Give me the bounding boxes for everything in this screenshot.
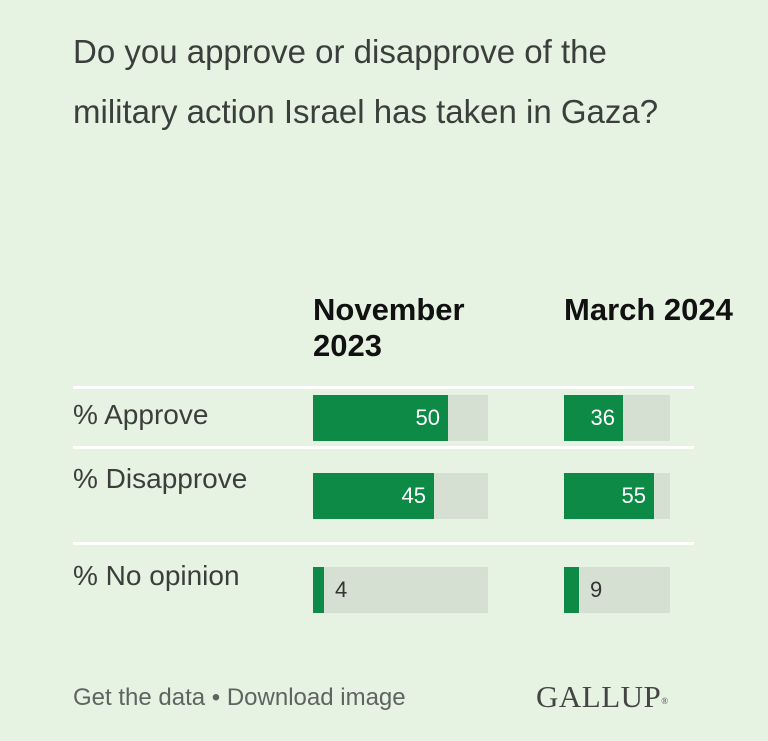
bar (564, 395, 623, 441)
download-image-link[interactable]: Download image (226, 684, 406, 711)
gallup-logo: GALLUP® (536, 678, 669, 716)
bar (564, 567, 579, 613)
chart-title: Do you approve or disapprove of the mili… (73, 33, 659, 130)
row-divider (73, 446, 694, 449)
bar-value-label: 55 (621, 483, 646, 508)
bar-value-label: 36 (590, 405, 615, 430)
get-the-data-link[interactable]: Get the data (73, 684, 206, 711)
registered-mark: ® (661, 696, 669, 706)
row-label: % Approve (73, 399, 209, 430)
footer-separator: • (205, 684, 227, 711)
gallup-logo-text: GALLUP (536, 679, 662, 714)
bar-value-label: 50 (415, 405, 440, 430)
bar (313, 567, 324, 613)
column-header: March 2024 (564, 292, 733, 327)
row-label: % No opinion (73, 560, 240, 591)
row-divider (73, 542, 694, 545)
bar (313, 473, 434, 519)
bar-value-label: 45 (401, 483, 426, 508)
bar-track: 50 (313, 395, 488, 441)
bar-value-label: 9 (590, 577, 603, 602)
bar-track: 36 (564, 395, 670, 441)
bar (564, 473, 654, 519)
bar-track: 45 (313, 473, 488, 519)
row-label: % Disapprove (73, 463, 248, 494)
column-header: November 2023 (313, 292, 465, 363)
row-divider (73, 386, 694, 389)
bar (313, 395, 448, 441)
bar-track: 55 (564, 473, 670, 519)
footer-links: Get the data • Download image (73, 682, 406, 714)
bar-track: 4 (313, 567, 488, 613)
bar-value-label: 4 (335, 577, 348, 602)
bar-track: 9 (564, 567, 670, 613)
